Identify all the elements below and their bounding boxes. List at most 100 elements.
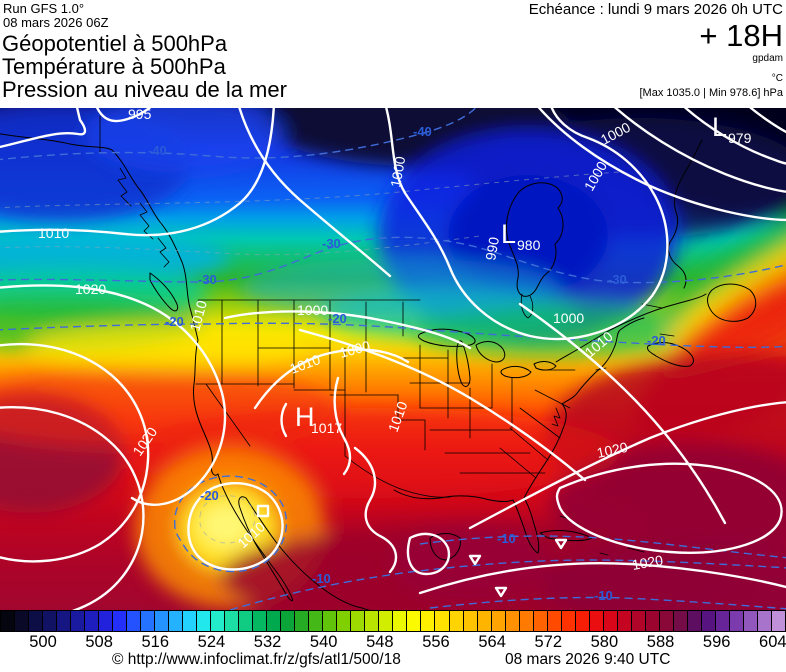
colorbar-tick: 556: [422, 633, 450, 651]
colorbar-cell: [491, 611, 506, 631]
colorbar-cell: [71, 611, 86, 631]
isobar-label: 1020: [75, 281, 106, 297]
pressure-center-value: 1017: [311, 420, 342, 436]
colorbar-cell: [379, 611, 394, 631]
colorbar-cell: [435, 611, 450, 631]
colorbar-cell: [225, 611, 240, 631]
colorbar-cell: [169, 611, 184, 631]
colorbar-cell: [351, 611, 366, 631]
isobar-label: 1010: [38, 225, 69, 241]
contour-labels: 9951010102010001010100010001000990100010…: [38, 108, 752, 603]
model-run-label: Run GFS 1.0°: [3, 1, 85, 16]
isotherm-label: -30: [198, 272, 217, 287]
colorbar-cell: [155, 611, 170, 631]
colorbar-cell: [211, 611, 226, 631]
colorbar-tick: 516: [141, 633, 170, 651]
colorbar-cell: [85, 611, 100, 631]
colorbar-cell: [421, 611, 436, 631]
colorbar-cell: [113, 611, 128, 631]
colorbar-cell: [687, 611, 702, 631]
pressure-center-letter: H: [295, 402, 315, 432]
colorbar-cell: [575, 611, 590, 631]
colorbar-cell: [449, 611, 464, 631]
isotherm-label: -30: [322, 236, 341, 251]
colorbar-cell: [645, 611, 660, 631]
map-title-pressure: Pression au niveau de la mer: [2, 77, 287, 102]
colorbar-cell: [771, 611, 785, 631]
colorbar-cell: [29, 611, 44, 631]
colorbar-cell: [519, 611, 534, 631]
colorbar-cell: [57, 611, 72, 631]
colorbar-tick: 588: [646, 633, 675, 651]
isotherm-label: -20: [200, 488, 219, 503]
geopotential-colorbar: [0, 610, 786, 632]
isotherm-label: -10: [594, 588, 613, 603]
isobar-lines: [0, 108, 786, 610]
colorbar-tick: 508: [85, 633, 113, 651]
isotherm-label: -20: [647, 333, 666, 348]
isobar-label: 1020: [631, 552, 665, 573]
colorbar-cell: [463, 611, 478, 631]
pressure-extremes-label: [Max 1035.0 | Min 978.6] hPa: [639, 87, 784, 99]
temperature-field-anomalies: [0, 108, 786, 610]
pressure-center-value: 979: [728, 130, 752, 146]
colorbar-cell: [393, 611, 408, 631]
isobar-label: 1000: [553, 310, 584, 326]
muted-isotherms: [0, 171, 621, 544]
map-title-temperature: Température à 500hPa: [2, 54, 226, 79]
weather-map-svg: 9951010102010001010100010001000990100010…: [0, 108, 786, 610]
pressure-center-value: 980: [517, 237, 541, 253]
footer: © http://www.infoclimat.fr/z/gfs/atl1/50…: [0, 651, 786, 672]
colorbar-cell: [631, 611, 646, 631]
colorbar-cell: [757, 611, 772, 631]
colorbar-cell: [43, 611, 58, 631]
colorbar-cell: [197, 611, 212, 631]
colorbar-cell: [715, 611, 730, 631]
isobar-label: 1010: [186, 298, 210, 332]
model-run-date: 08 mars 2026 06Z: [3, 15, 109, 30]
coastlines-and-borders: [0, 115, 757, 610]
colorbar-cell: [141, 611, 156, 631]
colorbar-cell: [323, 611, 338, 631]
colorbar-tick: 532: [253, 633, 282, 651]
geopotential-unit-label: gpdam: [752, 53, 783, 64]
colorbar-cell: [743, 611, 758, 631]
colorbar-cell: [15, 611, 30, 631]
colorbar-cell: [1, 611, 16, 631]
generation-date: 08 mars 2026 9:40 UTC: [505, 651, 671, 668]
colorbar-cell: [547, 611, 562, 631]
colorbar-cell: [561, 611, 576, 631]
colorbar-cell: [183, 611, 198, 631]
isobar-label: 990: [482, 236, 502, 262]
colorbar-tick: 500: [29, 633, 57, 651]
colorbar-cell: [673, 611, 688, 631]
colorbar-cell: [659, 611, 674, 631]
colorbar-cell: [617, 611, 632, 631]
colorbar-cell: [407, 611, 422, 631]
colorbar-cell: [309, 611, 324, 631]
colorbar-tick: 540: [309, 633, 338, 651]
colorbar-tick: 604: [759, 633, 786, 651]
colorbar-cell: [477, 611, 492, 631]
colorbar-cell: [337, 611, 352, 631]
colorbar-cell: [281, 611, 296, 631]
isobar-label: 995: [128, 108, 152, 122]
colorbar-tick-labels: 500 508 516 524 532 540 548 556 564 572 580 588 596 6…: [0, 632, 786, 652]
valid-time-label: Echéance : lundi 9 mars 2026 0h UTC: [528, 1, 783, 18]
colorbar-cell: [365, 611, 380, 631]
isotherm-label: -10: [312, 571, 331, 586]
copyright-url: © http://www.infoclimat.fr/z/gfs/atl1/50…: [112, 651, 401, 668]
colorbar-tick: 572: [534, 633, 563, 651]
colorbar-cell: [505, 611, 520, 631]
isobar-label: 1000: [297, 302, 328, 318]
colorbar-tick: 548: [366, 633, 394, 651]
colorbar-cell: [127, 611, 142, 631]
colorbar-cell: [533, 611, 548, 631]
colorbar-tick: 564: [478, 633, 506, 651]
colorbar-cell: [589, 611, 604, 631]
isotherm-label: -20: [165, 314, 184, 329]
colorbar-cell: [99, 611, 114, 631]
colorbar-tick: 524: [197, 633, 226, 651]
weather-map: 995 1010 1020 1000 1010 1000 1000 1000 990 1000 10…: [0, 108, 786, 610]
